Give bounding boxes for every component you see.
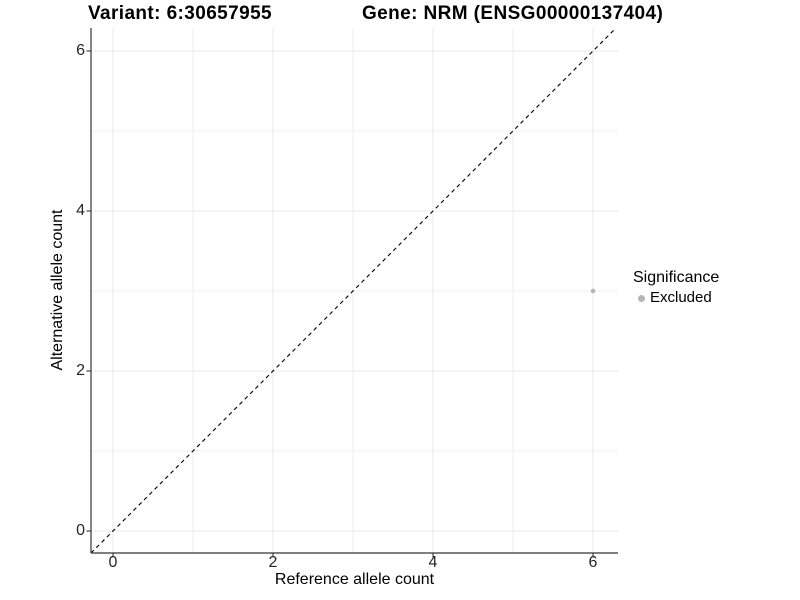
axis-lines	[90, 28, 618, 554]
y-tick-label: 2	[76, 362, 85, 379]
legend-item-excluded: Excluded	[633, 289, 719, 307]
x-tick-label: 2	[268, 554, 278, 571]
y-axis-title: Alternative allele count	[49, 209, 66, 371]
legend-item-label: Excluded	[650, 289, 712, 306]
major-gridlines	[91, 28, 618, 553]
y-tick-label: 6	[76, 42, 85, 59]
legend-title: Significance	[633, 269, 720, 286]
y-tick-label: 4	[76, 202, 85, 219]
legend: Significance Excluded	[633, 268, 719, 307]
data-points	[590, 288, 596, 294]
plot-title-gene: Gene: NRM (ENSG00000137404)	[362, 3, 664, 24]
plot-title-variant: Variant: 6:30657955	[88, 3, 272, 24]
identity-line	[90, 27, 617, 554]
y-tick-label: 0	[76, 522, 85, 539]
minor-gridlines	[91, 28, 618, 553]
axis-tick-marks	[86, 50, 594, 558]
data-point	[590, 288, 596, 294]
legend-point-icon	[638, 294, 645, 302]
x-tick-label: 4	[428, 554, 438, 571]
identity-reference-line	[90, 27, 617, 554]
x-tick-label: 6	[588, 554, 598, 571]
x-axis-title: Reference allele count	[274, 571, 435, 588]
x-tick-label: 0	[108, 554, 118, 571]
